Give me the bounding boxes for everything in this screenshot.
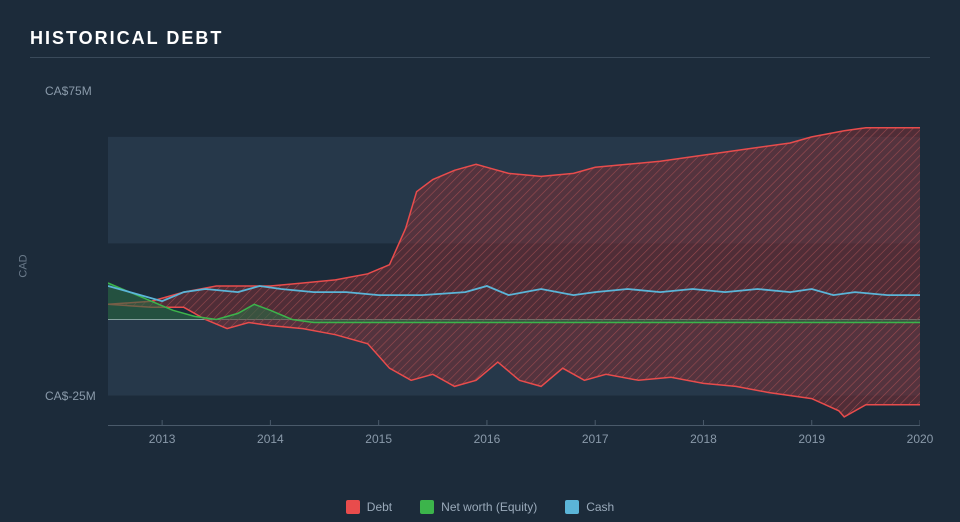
x-tick-label: 2016 bbox=[474, 432, 501, 446]
y-axis-label: CAD bbox=[18, 254, 30, 277]
x-tick-label: 2019 bbox=[798, 432, 825, 446]
legend-item-cash: Cash bbox=[565, 500, 614, 514]
legend-swatch bbox=[565, 500, 579, 514]
legend-item-debt: Debt bbox=[346, 500, 392, 514]
legend-swatch bbox=[346, 500, 360, 514]
legend-label: Debt bbox=[367, 500, 392, 514]
legend-swatch bbox=[420, 500, 434, 514]
x-tick-label: 2020 bbox=[907, 432, 934, 446]
legend: Debt Net worth (Equity) Cash bbox=[0, 500, 960, 514]
y-tick-label: CA$-25M bbox=[45, 389, 96, 403]
plot-region bbox=[108, 76, 920, 426]
x-tick-label: 2015 bbox=[365, 432, 392, 446]
x-tick-label: 2018 bbox=[690, 432, 717, 446]
y-tick-label: CA$75M bbox=[45, 84, 92, 98]
title-underline bbox=[30, 57, 930, 58]
x-tick-label: 2014 bbox=[257, 432, 284, 446]
x-tick-label: 2013 bbox=[149, 432, 176, 446]
legend-item-equity: Net worth (Equity) bbox=[420, 500, 537, 514]
legend-label: Cash bbox=[586, 500, 614, 514]
legend-label: Net worth (Equity) bbox=[441, 500, 537, 514]
chart-title: HISTORICAL DEBT bbox=[30, 28, 930, 49]
x-tick-label: 2017 bbox=[582, 432, 609, 446]
chart-area: CAD CA$75MCA$-25M 2013201420152016201720… bbox=[30, 76, 930, 456]
chart-svg bbox=[108, 76, 920, 426]
